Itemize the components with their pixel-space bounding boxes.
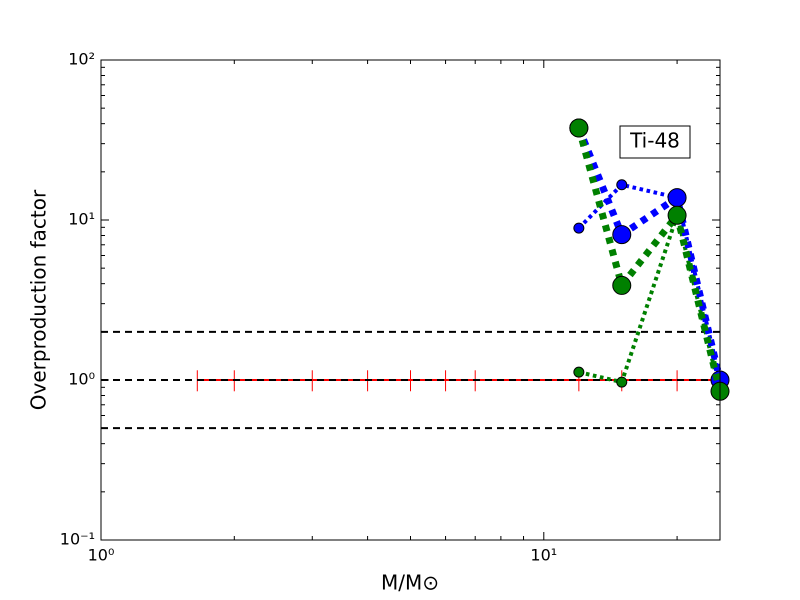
series-line: [575, 127, 724, 393]
data-point: [573, 366, 585, 378]
data-point: [616, 376, 628, 388]
data-point: [569, 118, 589, 138]
y-tick-label: 10⁻¹: [60, 530, 95, 549]
plot-frame: [100, 59, 721, 541]
data-point: [612, 225, 632, 245]
x-tick-label: 10¹: [530, 546, 557, 565]
y-axis-label: Overproduction factor: [27, 189, 51, 410]
y-tick-label: 10²: [68, 50, 95, 69]
annotation-box: [619, 125, 691, 159]
y-tick-label: 10⁰: [68, 370, 95, 389]
x-tick-label: 10⁰: [88, 546, 115, 565]
data-point: [612, 275, 632, 295]
data-point: [667, 188, 687, 208]
annotation: Ti-48: [629, 129, 680, 153]
y-tick-label: 10¹: [68, 210, 95, 229]
data-point: [616, 179, 628, 191]
data-point: [573, 222, 585, 234]
x-axis-label: M/M⊙: [381, 571, 439, 595]
data-point: [667, 205, 687, 225]
